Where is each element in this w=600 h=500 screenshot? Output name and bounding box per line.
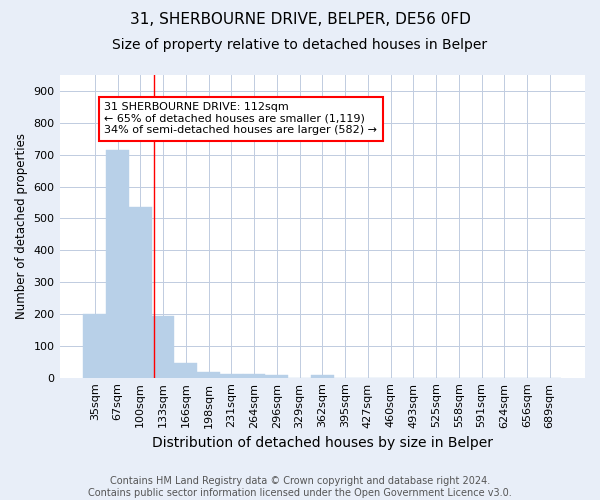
- Bar: [129, 207, 152, 378]
- Text: 31 SHERBOURNE DRIVE: 112sqm
← 65% of detached houses are smaller (1,119)
34% of : 31 SHERBOURNE DRIVE: 112sqm ← 65% of det…: [104, 102, 377, 136]
- Text: 31, SHERBOURNE DRIVE, BELPER, DE56 0FD: 31, SHERBOURNE DRIVE, BELPER, DE56 0FD: [130, 12, 470, 28]
- Text: Contains HM Land Registry data © Crown copyright and database right 2024.
Contai: Contains HM Land Registry data © Crown c…: [88, 476, 512, 498]
- Text: Size of property relative to detached houses in Belper: Size of property relative to detached ho…: [112, 38, 488, 52]
- Bar: [152, 316, 175, 378]
- Bar: [242, 374, 265, 378]
- Bar: [265, 375, 288, 378]
- X-axis label: Distribution of detached houses by size in Belper: Distribution of detached houses by size …: [152, 436, 493, 450]
- Bar: [311, 375, 334, 378]
- Y-axis label: Number of detached properties: Number of detached properties: [15, 134, 28, 320]
- Bar: [175, 364, 197, 378]
- Bar: [106, 150, 129, 378]
- Bar: [220, 374, 242, 378]
- Bar: [83, 314, 106, 378]
- Bar: [197, 372, 220, 378]
